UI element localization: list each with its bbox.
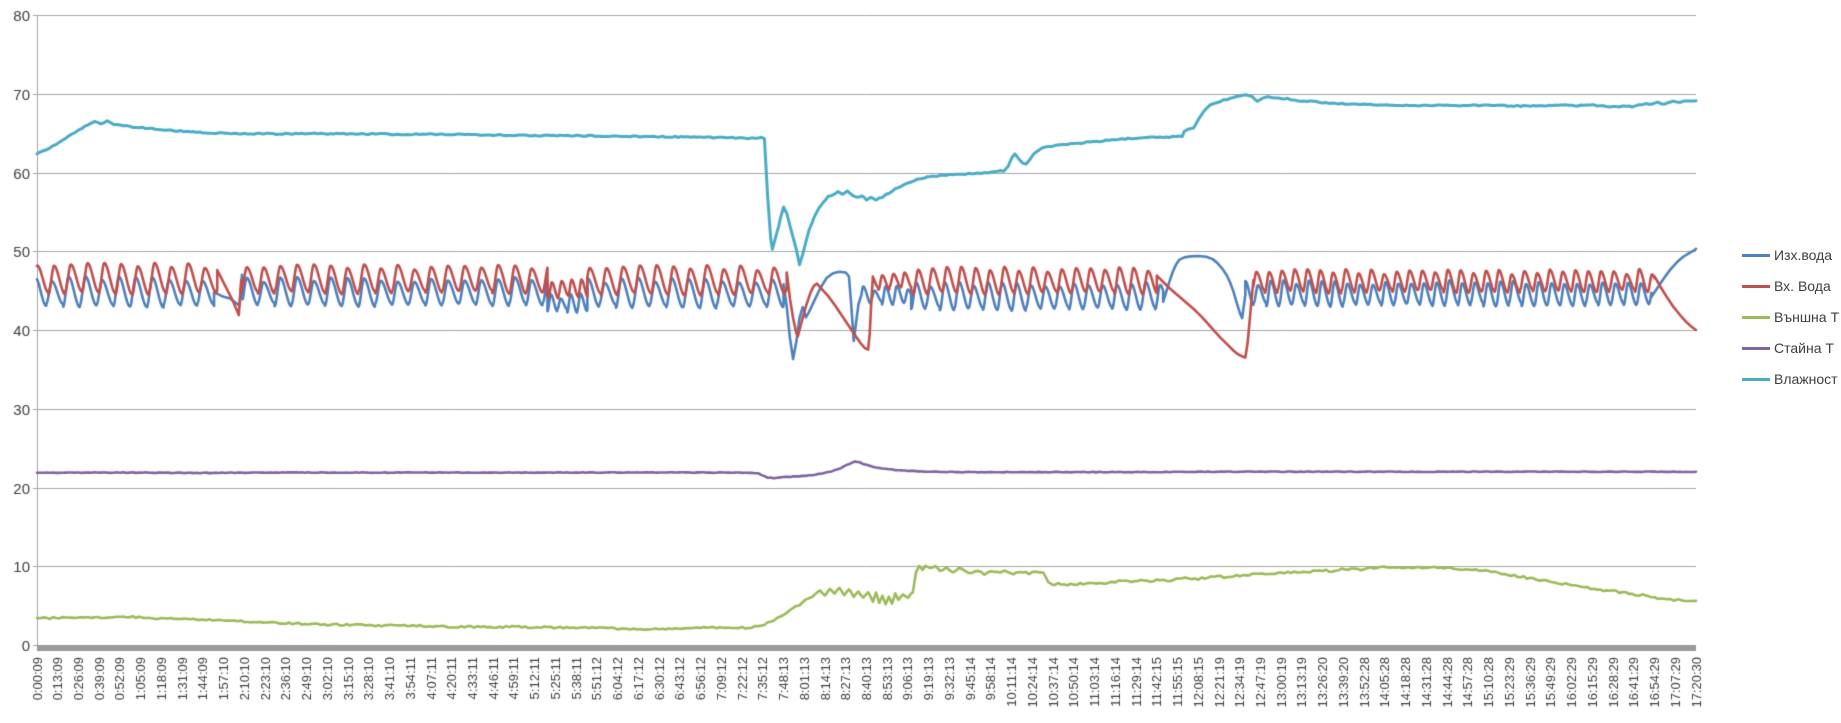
legend-line-swatch-vh-voda [1742,284,1770,288]
legend-item-stayna-t[interactable]: Стайна Т [1742,335,1839,361]
legend: Изх.вода Вх. Вода Външна Т Стайна Т Влаж… [1742,242,1839,397]
legend-label-vanshna-t: Външна Т [1774,309,1840,325]
legend-item-vanshna-t[interactable]: Външна Т [1742,304,1839,330]
legend-label-vh-voda: Вх. Вода [1774,278,1831,294]
legend-item-vh-voda[interactable]: Вх. Вода [1742,273,1839,299]
legend-item-vlazhnost[interactable]: Влажност [1742,366,1839,392]
legend-label-stayna-t: Стайна Т [1774,340,1834,356]
legend-line-swatch-vanshna-t [1742,315,1770,319]
legend-line-swatch-izh-voda [1742,253,1770,257]
legend-line-swatch-stayna-t [1742,346,1770,350]
legend-label-vlazhnost: Влажност [1774,371,1838,387]
legend-item-izh-voda[interactable]: Изх.вода [1742,242,1839,268]
legend-label-izh-voda: Изх.вода [1774,247,1833,263]
legend-line-swatch-vlazhnost [1742,377,1770,381]
